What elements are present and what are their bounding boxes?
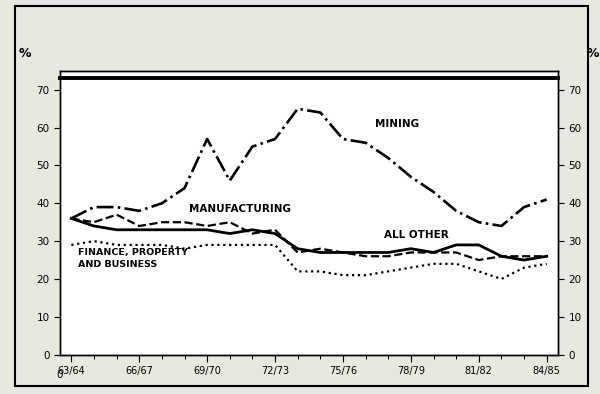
Text: MANUFACTURING: MANUFACTURING bbox=[189, 204, 291, 214]
Text: MINING: MINING bbox=[374, 119, 419, 129]
Text: 0: 0 bbox=[57, 370, 63, 380]
Text: FINANCE, PROPERTY
AND BUSINESS: FINANCE, PROPERTY AND BUSINESS bbox=[78, 248, 188, 269]
Text: %: % bbox=[587, 46, 599, 59]
Text: ALL OTHER: ALL OTHER bbox=[384, 230, 448, 240]
Text: %: % bbox=[19, 46, 31, 59]
